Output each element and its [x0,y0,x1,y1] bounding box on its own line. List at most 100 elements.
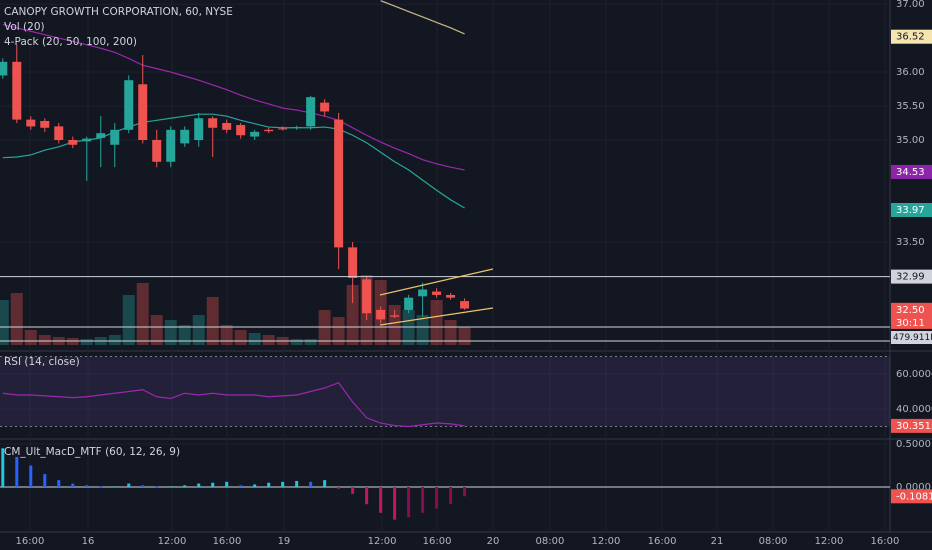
macd-bar [71,483,75,487]
candle-body [446,294,456,298]
indicator-label: Vol (20) [4,21,45,33]
x-tick-label: 16:00 [871,536,900,547]
candle-body [264,129,274,132]
volume-bar [220,325,233,345]
volume-tag [891,331,932,344]
volume-bar [332,317,345,345]
macd-bar [435,486,439,509]
price-tag-label: -0.1081 [896,491,932,502]
volume-bar [388,305,401,345]
x-tick-label: 08:00 [759,536,788,547]
rsi-band [0,356,890,427]
volume-bar [248,333,261,345]
x-tick-label: 12:00 [815,536,844,547]
candle-body [40,120,50,128]
volume-bar [24,330,37,345]
countdown-tag [891,316,932,329]
macd-bar [281,481,285,487]
macd-bar [99,486,103,488]
candle-body [194,118,204,140]
macd-bar [1,448,5,487]
y-tick-label: 0.5000 [896,439,931,450]
candle-body [166,129,176,162]
volume-bar [444,320,457,345]
macd-bar [253,484,257,487]
macd-bar [351,486,355,494]
candle-body [292,127,302,129]
y-tick-label: 60.0000 [896,369,932,380]
candle-body [208,118,218,128]
macd-bar [155,486,159,488]
candle-body [432,291,442,295]
candle-body [348,247,358,278]
volume-bar [206,297,219,345]
price-tag [891,302,932,317]
countdown: 30:11 [896,318,925,329]
candle-body [404,297,414,310]
candle-body [222,123,232,130]
trend-line [379,268,494,296]
x-tick-label: 08:00 [536,536,565,547]
macd-bar [197,483,201,487]
price-tag [891,164,932,179]
macd-bar [127,483,131,487]
volume-bar [430,300,443,345]
macd-bar [57,480,61,487]
x-tick-label: 20 [487,536,500,547]
volume-bar [192,315,205,345]
macd-bar [323,480,327,487]
candle-body [12,61,22,120]
macd-bar [267,482,271,487]
volume-bar [0,300,9,345]
candle-body [68,140,78,145]
candle-body [362,279,372,314]
volume-bar [234,330,247,345]
candle-body [250,131,260,137]
candle-body [376,309,386,320]
candle-body [390,315,400,317]
volume-tag-label: 479.911K [893,333,932,343]
macd-bar [239,485,243,487]
macd-bar [449,486,453,505]
axis: 16:00 16 12:00 16:00 19 12:00 16:00 20 08:00 12:0… [16,0,932,547]
volume-bar [108,335,121,345]
x-tick-label: 16 [82,536,95,547]
macd-bar [15,456,19,487]
y-tick-label: 0.0000 [896,482,931,493]
volume-bar [290,339,303,345]
macd-bar [113,486,117,488]
y-tick-label: 35.50 [896,101,925,112]
x-tick-label: 12:00 [592,536,621,547]
candle-body [180,129,190,144]
macd-bar [183,485,187,487]
volume-bar [304,339,317,345]
y-tick-label: 33.50 [896,237,925,248]
price-tag-label: 30.3515 [896,421,932,432]
candle-body [320,102,330,112]
y-tick-label: 35.00 [896,135,925,146]
chart-title: CANOPY GROWTH CORPORATION, 60, NYSE [4,6,233,18]
x-tick-label: 16:00 [648,536,677,547]
macd-bar [43,474,47,487]
volume-bar [416,315,429,345]
x-tick-label: 21 [711,536,724,547]
candle-body [334,119,344,248]
moving-average [2,113,465,209]
x-tick-label: 12:00 [368,536,397,547]
volume-bar [150,315,163,345]
candle-body [278,128,288,130]
price-tag-label: 32.50 [896,305,925,316]
volume-bar [346,285,359,345]
volume-bar [122,295,135,345]
candle-body [152,140,162,162]
macd-bar [141,485,145,487]
macd-bar [295,480,299,487]
macd-bar [463,486,467,497]
volume-bar [164,320,177,345]
price-tag-label: 36.52 [896,32,925,43]
y-tick-label: 37.00 [896,0,925,10]
candle-body [0,61,8,76]
candle-body [110,129,120,145]
macd-bar [211,482,215,487]
price-tag-label: 34.53 [896,167,925,178]
